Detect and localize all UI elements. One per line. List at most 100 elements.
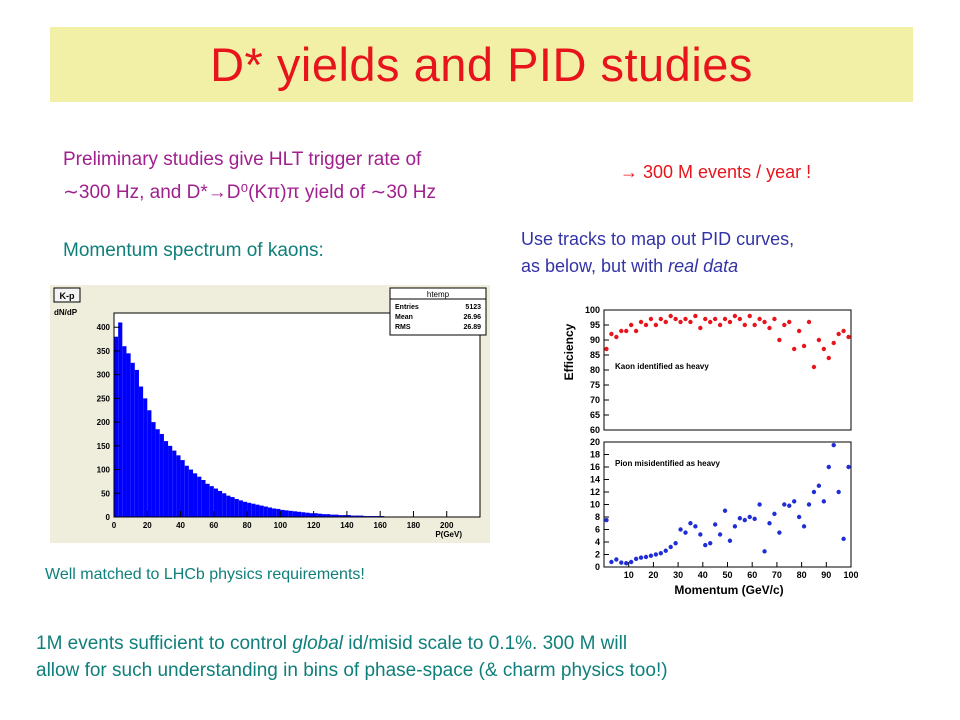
- pid-point: [708, 319, 713, 325]
- hist-bar: [188, 469, 194, 517]
- hist-bar: [301, 512, 306, 517]
- pid-ytick-label: 6: [595, 525, 600, 535]
- hist-ylabel: dN/dP: [54, 308, 78, 317]
- hist-bar: [114, 336, 119, 517]
- pid-ytick-label: 12: [590, 487, 600, 497]
- pid-ytick-label: 4: [595, 537, 600, 547]
- pid-point: [638, 319, 644, 325]
- pid-xtick-label: 100: [843, 570, 858, 580]
- hist-bar: [155, 429, 160, 517]
- pid-point: [678, 319, 683, 325]
- pid-point: [787, 503, 792, 508]
- pid-point: [841, 328, 846, 334]
- pid-ytick-label: 14: [590, 475, 600, 485]
- hist-bar: [334, 514, 339, 517]
- intro-text: Preliminary studies give HLT trigger rat…: [63, 146, 436, 206]
- hist-bar: [313, 513, 318, 517]
- hist-tag-box: [53, 287, 81, 303]
- hist-bar: [201, 479, 206, 517]
- hist-bar: [355, 515, 360, 517]
- pid-point: [633, 556, 639, 562]
- hist-xtick-label: 160: [374, 521, 388, 530]
- pid-point: [762, 549, 767, 554]
- hist-bar: [230, 497, 235, 517]
- hist-bar: [172, 450, 177, 517]
- pion-panel: 0 2 4 6 8 10 12 14 16 18 20 10 20 30 40 50 60 70 80 90 100: [590, 437, 858, 580]
- hist-bar: [284, 510, 289, 517]
- pid-point: [782, 502, 787, 507]
- pid-ytick-label: 8: [595, 512, 600, 522]
- pid-point: [653, 322, 659, 328]
- pid-ytick-label: 95: [590, 320, 600, 330]
- pid-point: [836, 489, 841, 495]
- hist-ytick-label: 100: [97, 466, 111, 475]
- hist-xtick-label: 200: [440, 521, 454, 530]
- pid-point: [604, 517, 609, 523]
- pid-point: [737, 316, 743, 322]
- kaon-annotation: Kaon identified as heavy: [615, 362, 709, 371]
- pid-point: [688, 319, 693, 325]
- pid-point: [737, 516, 743, 521]
- hist-bar: [242, 501, 248, 517]
- pid-ytick-label: 20: [590, 437, 600, 447]
- pid-point: [767, 325, 772, 331]
- pid-ytick-label: 80: [590, 365, 600, 375]
- title-bar: D* yields and PID studies: [50, 27, 913, 102]
- hist-xtick-label: 180: [407, 521, 421, 530]
- pid-point: [767, 521, 772, 526]
- hist-frame: [113, 312, 481, 518]
- hist-bar: [342, 515, 347, 517]
- hist-bar: [280, 509, 285, 517]
- pid-point: [742, 322, 747, 328]
- pid-ylabel: Efficiency: [562, 323, 576, 380]
- pid-point: [604, 346, 609, 352]
- pid-point: [619, 560, 624, 565]
- hist-xtick-label: 40: [176, 521, 185, 530]
- pid-point: [846, 464, 851, 470]
- pid-point: [752, 516, 757, 522]
- pid-xtick-label: 70: [772, 570, 782, 580]
- hist-stat-value: 26.89: [463, 324, 481, 331]
- pid-point: [678, 527, 683, 532]
- hist-bar: [193, 473, 198, 517]
- pid-ytick-label: 90: [590, 335, 600, 345]
- pid-point: [806, 319, 812, 325]
- pid-point: [821, 346, 827, 352]
- pid-point: [628, 559, 634, 565]
- pid-point: [777, 530, 782, 535]
- pid-point: [619, 328, 624, 334]
- pid-point: [836, 331, 841, 337]
- pid-xtick-label: 40: [698, 570, 708, 580]
- pid-point: [791, 499, 797, 504]
- pid-point: [772, 511, 777, 517]
- hist-bar: [292, 511, 297, 517]
- pid-ytick-label: 100: [585, 305, 600, 315]
- hist-stats-title: htemp: [427, 290, 450, 299]
- hist-bar: [330, 514, 335, 517]
- pid-ytick-label: 75: [590, 380, 600, 390]
- hist-bar: [130, 362, 135, 517]
- pid-point: [673, 316, 678, 322]
- hist-bar: [209, 486, 214, 517]
- pid-point: [668, 313, 673, 319]
- hist-bar: [159, 433, 164, 517]
- pid-point: [643, 554, 649, 560]
- hist-bar: [321, 514, 327, 517]
- hist-bar: [151, 422, 156, 517]
- hist-bar: [176, 455, 181, 517]
- bottom-text: 1M events sufficient to control global i…: [36, 630, 668, 684]
- pid-point: [811, 489, 817, 495]
- pid-point: [762, 319, 767, 325]
- pid-point: [628, 322, 634, 328]
- hist-bar: [197, 476, 202, 517]
- hist-bar: [205, 483, 210, 517]
- intro-line-2: ∼300 Hz, and D*→D⁰(Kπ)π yield of ∼30 Hz: [63, 182, 436, 203]
- pid-ytick-label: 18: [590, 450, 600, 460]
- pid-ytick-label: 10: [590, 500, 600, 510]
- hist-xtick-label: 20: [143, 521, 152, 530]
- pid-point: [653, 552, 659, 557]
- pid-point: [821, 499, 827, 504]
- hist-bar: [180, 460, 185, 517]
- hist-stat-value: 26.96: [463, 314, 481, 321]
- pid-point: [831, 442, 836, 448]
